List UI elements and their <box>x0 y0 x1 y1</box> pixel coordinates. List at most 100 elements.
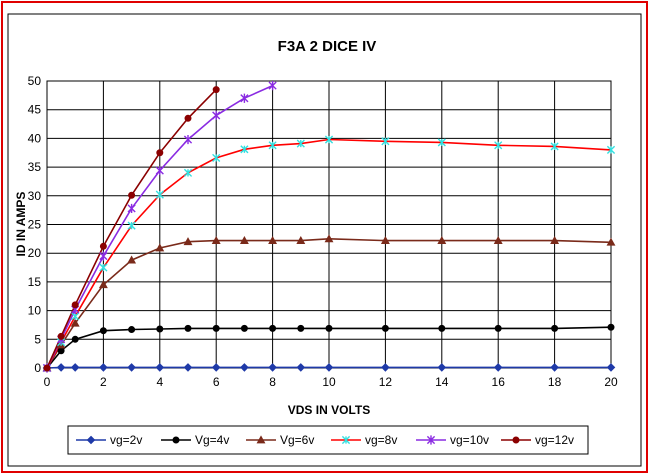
legend-item-4: vg=10v <box>416 433 489 447</box>
data-point-2 <box>380 235 390 244</box>
data-point-2 <box>70 318 80 327</box>
data-point-0 <box>183 363 193 372</box>
data-point-4 <box>212 110 221 121</box>
data-point-3 <box>99 263 108 272</box>
axis-tick-labels: 0 5 10 15 20 25 30 35 40 45 50 0 2 4 6 8 10 12 14 16 18 20 <box>28 74 618 389</box>
x-tick-label: 16 <box>492 375 506 389</box>
data-point-3 <box>437 138 446 147</box>
data-point-1 <box>438 324 446 332</box>
legend-label: Vg=4v <box>195 433 229 447</box>
legend-label: vg=2v <box>110 433 142 447</box>
data-point-5 <box>43 364 51 372</box>
data-point-0 <box>56 363 66 372</box>
data-point-3 <box>155 190 164 199</box>
data-point-1 <box>325 324 333 332</box>
data-point-2 <box>183 237 193 246</box>
legend-label: Vg=6v <box>280 433 314 447</box>
data-point-0 <box>155 363 165 372</box>
x-tick-label: 8 <box>269 375 276 389</box>
legend-item-1: Vg=4v <box>161 433 229 447</box>
x-tick-label: 18 <box>548 375 562 389</box>
data-point-1 <box>156 325 164 333</box>
data-point-4 <box>183 134 193 145</box>
data-point-1 <box>607 323 615 331</box>
data-point-2 <box>550 235 560 244</box>
y-tick-label: 10 <box>28 304 42 318</box>
data-point-5 <box>212 86 220 94</box>
y-tick-label: 45 <box>28 103 42 117</box>
data-point-5 <box>128 191 136 199</box>
data-point-3 <box>212 153 221 163</box>
data-point-2 <box>493 235 503 244</box>
data-point-1 <box>381 324 389 332</box>
data-point-2 <box>211 235 221 244</box>
chart-title: F3A 2 DICE IV <box>278 38 377 55</box>
data-point-0 <box>493 363 503 372</box>
legend-item-3: vg=8v <box>331 433 397 447</box>
data-point-4 <box>240 93 249 103</box>
legend-label: vg=12v <box>535 433 574 447</box>
y-tick-label: 40 <box>28 131 42 145</box>
data-point-1 <box>240 324 248 332</box>
data-point-4 <box>268 80 277 91</box>
x-tick-label: 10 <box>322 375 336 389</box>
data-point-2 <box>155 243 165 252</box>
data-point-1 <box>269 324 277 332</box>
data-point-4 <box>155 165 164 176</box>
legend-label: vg=10v <box>450 433 489 447</box>
y-tick-label: 15 <box>28 275 42 289</box>
data-point-0 <box>268 363 277 372</box>
data-point-0 <box>606 363 616 372</box>
gridlines <box>46 80 612 369</box>
data-point-0 <box>381 363 390 372</box>
legend-item-0: vg=2v <box>76 433 142 447</box>
legend-swatch-marker <box>256 435 266 444</box>
data-point-1 <box>212 324 220 332</box>
data-point-0 <box>127 363 136 372</box>
data-point-5 <box>57 332 65 340</box>
y-tick-label: 5 <box>34 332 41 346</box>
x-tick-label: 0 <box>44 375 51 389</box>
y-tick-label: 0 <box>34 361 41 375</box>
data-point-1 <box>184 324 192 332</box>
data-point-2 <box>239 235 249 244</box>
data-point-3 <box>127 221 136 230</box>
data-point-2 <box>98 280 108 289</box>
data-point-0 <box>296 363 306 372</box>
legend-item-5: vg=12v <box>501 433 574 447</box>
data-point-3 <box>240 145 249 154</box>
y-tick-label: 50 <box>28 74 42 88</box>
series-line-5 <box>46 89 217 369</box>
data-point-3 <box>324 135 334 144</box>
y-tick-label: 25 <box>28 218 42 232</box>
x-tick-label: 12 <box>379 375 393 389</box>
y-tick-label: 30 <box>28 189 42 203</box>
legend-swatch-marker <box>341 435 351 445</box>
data-point-0 <box>211 363 221 372</box>
data-point-2 <box>606 237 616 246</box>
data-point-1 <box>494 324 502 332</box>
legend-item-2: Vg=6v <box>246 433 314 447</box>
data-point-2 <box>296 235 306 244</box>
legend-label: vg=8v <box>365 433 397 447</box>
data-point-3 <box>494 141 503 150</box>
data-point-3 <box>268 141 277 150</box>
x-tick-label: 2 <box>100 375 107 389</box>
data-point-1 <box>57 347 65 355</box>
data-point-2 <box>268 235 278 244</box>
data-point-3 <box>296 139 305 148</box>
data-point-1 <box>551 324 559 332</box>
data-point-2 <box>127 255 137 264</box>
y-axis-label: ID IN AMPS <box>14 192 28 257</box>
data-point-0 <box>70 363 80 372</box>
data-point-5 <box>99 242 107 250</box>
x-axis-label: VDS IN VOLTS <box>288 403 370 417</box>
data-point-4 <box>99 251 108 261</box>
data-point-1 <box>297 324 305 332</box>
x-tick-label: 6 <box>213 375 220 389</box>
data-point-3 <box>550 142 559 151</box>
x-tick-label: 14 <box>435 375 449 389</box>
legend-swatch-marker <box>426 435 436 445</box>
data-point-0 <box>550 363 559 372</box>
